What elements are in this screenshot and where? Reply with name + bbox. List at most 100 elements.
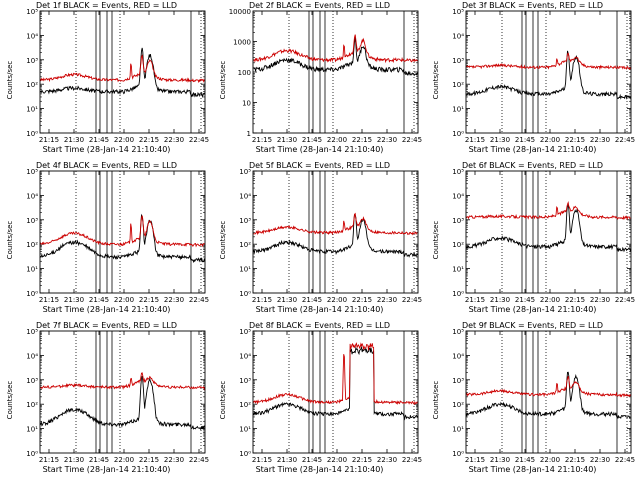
x-tick-label: 22:45: [189, 136, 209, 144]
y-tick-label: 10²: [239, 241, 251, 249]
plot-frame: [252, 10, 419, 134]
panel-title: Det 9f BLACK = Events, RED = LLD: [461, 321, 604, 330]
x-axis-label: Start Time (28-Jan-14 21:10:40): [468, 305, 597, 314]
y-tick-label: 10³: [239, 217, 251, 225]
plot-frame: [39, 170, 206, 294]
detector-panel: Det 1f BLACK = Events, RED = LLD Start Ti…: [0, 0, 213, 160]
y-tick-label: 10⁰: [452, 130, 464, 138]
y-tick-label: 10⁰: [452, 450, 464, 458]
x-tick-label: 22:30: [377, 456, 397, 464]
x-tick-label: 22:45: [189, 456, 209, 464]
x-tick-label: 21:15: [39, 296, 59, 304]
events-series-line: [39, 376, 206, 430]
x-tick-label: 21:30: [277, 136, 297, 144]
x-tick-label: 22:45: [402, 456, 422, 464]
x-axis-label: Start Time (28-Jan-14 21:10:40): [255, 305, 384, 314]
x-tick-label: 21:15: [252, 296, 272, 304]
panel-plot: 10⁰ 10¹ 10² 10³ 10⁴ 10⁵ 21:15 21:30 21:45 22:00 22…: [452, 328, 635, 464]
y-tick-label: 10¹: [452, 106, 464, 114]
y-tick-label: 10⁰: [26, 450, 38, 458]
panel-plot: 10⁰ 10¹ 10² 10³ 10⁴ 10⁵ 21:15 21:30 21:45 22:00 22…: [239, 328, 422, 464]
y-tick-label: 10²: [26, 241, 38, 249]
detector-panel: Det 8f BLACK = Events, RED = LLD Start Ti…: [213, 320, 426, 480]
y-tick-label: 10¹: [452, 266, 464, 274]
panel-title: Det 4f BLACK = Events, RED = LLD: [35, 161, 178, 170]
x-tick-label: 21:45: [302, 136, 322, 144]
x-tick-label: 21:15: [252, 136, 272, 144]
y-tick-label: 10⁰: [26, 290, 38, 298]
lld-series-line: [39, 54, 206, 84]
plot-frame: [39, 330, 206, 454]
y-tick-label: 10⁰: [452, 290, 464, 298]
y-tick-label: 10²: [26, 401, 38, 409]
y-tick-label: 10⁴: [452, 32, 464, 40]
panel-title: Det 6f BLACK = Events, RED = LLD: [461, 161, 604, 170]
y-tick-label: 10⁵: [452, 168, 464, 176]
x-tick-label: 22:45: [402, 136, 422, 144]
y-tick-label: 1000: [233, 39, 251, 47]
x-tick-label: 21:30: [490, 296, 510, 304]
x-tick-label: 21:45: [515, 296, 535, 304]
x-tick-label: 21:15: [252, 456, 272, 464]
y-tick-label: 10⁴: [26, 352, 38, 360]
x-tick-label: 22:00: [540, 456, 560, 464]
x-tick-label: 22:30: [164, 456, 184, 464]
panel-title: Det 1f BLACK = Events, RED = LLD: [35, 1, 178, 10]
x-tick-label: 22:15: [565, 136, 585, 144]
x-tick-label: 21:15: [465, 296, 485, 304]
y-tick-label: 10⁵: [26, 328, 38, 336]
x-tick-label: 22:45: [402, 296, 422, 304]
x-tick-label: 22:00: [327, 296, 347, 304]
x-tick-label: 21:30: [490, 136, 510, 144]
x-axis-label: Start Time (28-Jan-14 21:10:40): [42, 465, 171, 474]
y-tick-label: 10¹: [452, 426, 464, 434]
x-tick-label: 22:00: [327, 456, 347, 464]
x-tick-label: 22:00: [540, 136, 560, 144]
lld-series-line: [465, 200, 632, 221]
y-tick-label: 10³: [26, 217, 38, 225]
y-tick-label: 10⁴: [239, 192, 251, 200]
events-series-line: [252, 37, 419, 77]
x-tick-label: 22:15: [352, 136, 372, 144]
y-tick-label: 10¹: [239, 266, 251, 274]
plot-frame: [252, 170, 419, 294]
plot-frame: [465, 170, 632, 294]
y-tick-label: 10³: [452, 377, 464, 385]
x-tick-label: 21:45: [89, 456, 109, 464]
plot-frame: [465, 10, 632, 134]
x-tick-label: 22:00: [540, 296, 560, 304]
x-tick-label: 21:30: [64, 296, 84, 304]
events-series-line: [39, 47, 206, 99]
panel-title: Det 8f BLACK = Events, RED = LLD: [248, 321, 391, 330]
x-tick-label: 21:30: [64, 456, 84, 464]
events-series-line: [465, 204, 632, 253]
x-tick-label: 22:30: [590, 456, 610, 464]
detector-panel: Det 6f BLACK = Events, RED = LLD Start Ti…: [426, 160, 639, 320]
lld-series-line: [39, 215, 206, 248]
events-series-line: [465, 371, 632, 419]
x-tick-label: 22:15: [565, 296, 585, 304]
x-tick-label: 21:45: [515, 456, 535, 464]
y-tick-label: 10³: [452, 217, 464, 225]
x-tick-label: 22:15: [139, 136, 159, 144]
y-tick-label: 10⁴: [26, 32, 38, 40]
plot-frame: [465, 330, 632, 454]
x-axis-label: Start Time (28-Jan-14 21:10:40): [468, 145, 597, 154]
detector-panel: Det 9f BLACK = Events, RED = LLD Start Ti…: [426, 320, 639, 480]
y-tick-label: 10⁵: [239, 328, 251, 336]
x-tick-label: 22:30: [164, 296, 184, 304]
events-series-line: [465, 50, 632, 100]
y-tick-label: 10: [242, 100, 251, 108]
y-tick-label: 10000: [229, 8, 251, 16]
events-series-line: [39, 213, 206, 264]
y-tick-label: 10⁵: [452, 8, 464, 16]
panel-plot: 10⁰ 10¹ 10² 10³ 10⁴ 10⁵ 21:15 21:30 21:45 22:00 22…: [26, 328, 209, 464]
x-tick-label: 22:00: [327, 136, 347, 144]
y-tick-label: 10³: [452, 57, 464, 65]
y-tick-label: 10⁴: [452, 352, 464, 360]
x-tick-label: 22:15: [565, 456, 585, 464]
x-axis-label: Start Time (28-Jan-14 21:10:40): [255, 465, 384, 474]
detector-panel: Det 2f BLACK = Events, RED = LLD Start Ti…: [213, 0, 426, 160]
x-tick-label: 21:30: [277, 296, 297, 304]
